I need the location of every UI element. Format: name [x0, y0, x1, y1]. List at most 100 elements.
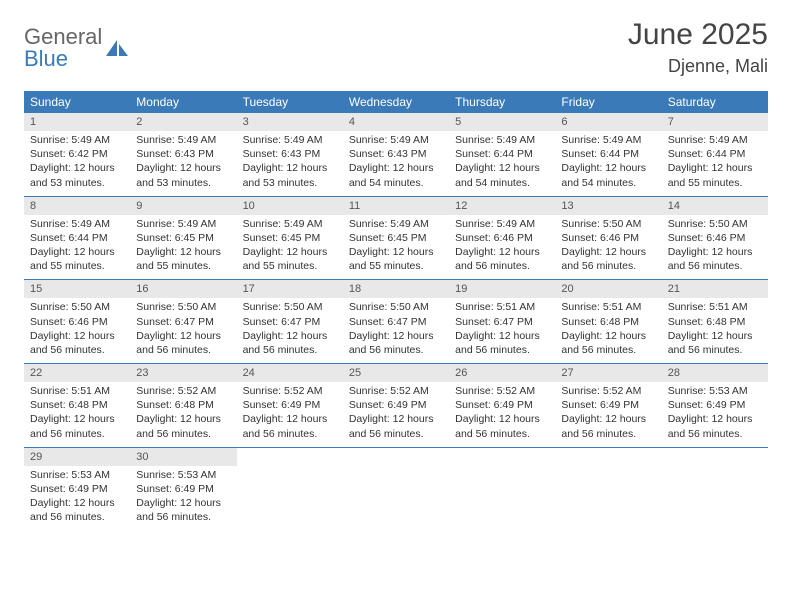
daylight-text: Daylight: 12 hours and 54 minutes.	[455, 161, 549, 189]
daylight-text: Daylight: 12 hours and 56 minutes.	[136, 496, 230, 524]
sunset-text: Sunset: 6:46 PM	[30, 315, 124, 329]
sunrise-text: Sunrise: 5:49 AM	[349, 217, 443, 231]
sunrise-text: Sunrise: 5:50 AM	[561, 217, 655, 231]
day-content: Sunrise: 5:50 AMSunset: 6:47 PMDaylight:…	[237, 300, 343, 357]
day-number: 13	[555, 197, 661, 215]
weeks-container: 1Sunrise: 5:49 AMSunset: 6:42 PMDaylight…	[24, 113, 768, 530]
sunset-text: Sunset: 6:46 PM	[561, 231, 655, 245]
daylight-text: Daylight: 12 hours and 56 minutes.	[30, 329, 124, 357]
day-cell	[662, 448, 768, 531]
day-cell: 30Sunrise: 5:53 AMSunset: 6:49 PMDayligh…	[130, 448, 236, 531]
day-number: 24	[237, 364, 343, 382]
sunrise-text: Sunrise: 5:49 AM	[30, 217, 124, 231]
sunset-text: Sunset: 6:48 PM	[30, 398, 124, 412]
sunrise-text: Sunrise: 5:52 AM	[349, 384, 443, 398]
sunset-text: Sunset: 6:44 PM	[30, 231, 124, 245]
day-content: Sunrise: 5:49 AMSunset: 6:44 PMDaylight:…	[662, 133, 768, 190]
sunrise-text: Sunrise: 5:50 AM	[30, 300, 124, 314]
sunset-text: Sunset: 6:47 PM	[349, 315, 443, 329]
daylight-text: Daylight: 12 hours and 55 minutes.	[349, 245, 443, 273]
day-cell: 27Sunrise: 5:52 AMSunset: 6:49 PMDayligh…	[555, 364, 661, 447]
day-number: 10	[237, 197, 343, 215]
day-number: 28	[662, 364, 768, 382]
day-number: 21	[662, 280, 768, 298]
day-number: 19	[449, 280, 555, 298]
day-content: Sunrise: 5:49 AMSunset: 6:45 PMDaylight:…	[130, 217, 236, 274]
day-headers-row: Sunday Monday Tuesday Wednesday Thursday…	[24, 91, 768, 113]
day-cell: 5Sunrise: 5:49 AMSunset: 6:44 PMDaylight…	[449, 113, 555, 196]
daylight-text: Daylight: 12 hours and 53 minutes.	[243, 161, 337, 189]
daylight-text: Daylight: 12 hours and 55 minutes.	[243, 245, 337, 273]
day-number: 18	[343, 280, 449, 298]
sunset-text: Sunset: 6:44 PM	[561, 147, 655, 161]
day-header-thursday: Thursday	[449, 91, 555, 113]
day-content: Sunrise: 5:51 AMSunset: 6:48 PMDaylight:…	[555, 300, 661, 357]
day-content: Sunrise: 5:50 AMSunset: 6:47 PMDaylight:…	[343, 300, 449, 357]
sunset-text: Sunset: 6:43 PM	[243, 147, 337, 161]
day-cell: 29Sunrise: 5:53 AMSunset: 6:49 PMDayligh…	[24, 448, 130, 531]
day-header-wednesday: Wednesday	[343, 91, 449, 113]
day-header-saturday: Saturday	[662, 91, 768, 113]
sunset-text: Sunset: 6:47 PM	[243, 315, 337, 329]
day-content: Sunrise: 5:49 AMSunset: 6:44 PMDaylight:…	[24, 217, 130, 274]
day-content: Sunrise: 5:52 AMSunset: 6:49 PMDaylight:…	[237, 384, 343, 441]
day-number: 29	[24, 448, 130, 466]
day-cell: 12Sunrise: 5:49 AMSunset: 6:46 PMDayligh…	[449, 197, 555, 280]
sunrise-text: Sunrise: 5:50 AM	[243, 300, 337, 314]
logo-text-top: General	[24, 26, 102, 48]
sunrise-text: Sunrise: 5:53 AM	[136, 468, 230, 482]
day-number: 15	[24, 280, 130, 298]
day-number: 23	[130, 364, 236, 382]
title-block: June 2025 Djenne, Mali	[628, 18, 768, 77]
sunset-text: Sunset: 6:46 PM	[668, 231, 762, 245]
sunrise-text: Sunrise: 5:52 AM	[243, 384, 337, 398]
day-number: 16	[130, 280, 236, 298]
day-number: 9	[130, 197, 236, 215]
daylight-text: Daylight: 12 hours and 56 minutes.	[455, 329, 549, 357]
day-cell: 25Sunrise: 5:52 AMSunset: 6:49 PMDayligh…	[343, 364, 449, 447]
daylight-text: Daylight: 12 hours and 56 minutes.	[349, 329, 443, 357]
day-content: Sunrise: 5:50 AMSunset: 6:47 PMDaylight:…	[130, 300, 236, 357]
day-content: Sunrise: 5:50 AMSunset: 6:46 PMDaylight:…	[555, 217, 661, 274]
sunrise-text: Sunrise: 5:49 AM	[455, 217, 549, 231]
day-content: Sunrise: 5:49 AMSunset: 6:44 PMDaylight:…	[555, 133, 661, 190]
day-content: Sunrise: 5:53 AMSunset: 6:49 PMDaylight:…	[662, 384, 768, 441]
day-content: Sunrise: 5:49 AMSunset: 6:42 PMDaylight:…	[24, 133, 130, 190]
day-content: Sunrise: 5:49 AMSunset: 6:45 PMDaylight:…	[343, 217, 449, 274]
sunrise-text: Sunrise: 5:49 AM	[136, 217, 230, 231]
daylight-text: Daylight: 12 hours and 56 minutes.	[243, 329, 337, 357]
week-row: 29 Sunrise: 5:53 AMSunset: 6:49 PMDayligh…	[24, 448, 768, 531]
daylight-text: Daylight: 12 hours and 56 minutes.	[561, 412, 655, 440]
day-number: 17	[237, 280, 343, 298]
logo: General Blue	[24, 18, 128, 70]
day-content: Sunrise: 5:51 AMSunset: 6:47 PMDaylight:…	[449, 300, 555, 357]
day-cell: 1Sunrise: 5:49 AMSunset: 6:42 PMDaylight…	[24, 113, 130, 196]
daylight-text: Daylight: 12 hours and 53 minutes.	[136, 161, 230, 189]
sunrise-text: Sunrise: 5:52 AM	[561, 384, 655, 398]
week-row: 15Sunrise: 5:50 AMSunset: 6:46 PMDayligh…	[24, 280, 768, 364]
day-content: Sunrise: 5:49 AMSunset: 6:43 PMDaylight:…	[237, 133, 343, 190]
daylight-text: Daylight: 12 hours and 55 minutes.	[136, 245, 230, 273]
day-number: 7	[662, 113, 768, 131]
day-cell: 6Sunrise: 5:49 AMSunset: 6:44 PMDaylight…	[555, 113, 661, 196]
sunset-text: Sunset: 6:49 PM	[136, 482, 230, 496]
day-number: 25	[343, 364, 449, 382]
day-cell: 24 Sunrise: 5:52 AMSunset: 6:49 PMDayligh…	[237, 364, 343, 447]
day-header-friday: Friday	[555, 91, 661, 113]
day-content: Sunrise: 5:52 AMSunset: 6:49 PMDaylight:…	[555, 384, 661, 441]
sunrise-text: Sunrise: 5:50 AM	[349, 300, 443, 314]
day-content: Sunrise: 5:52 AMSunset: 6:49 PMDaylight:…	[449, 384, 555, 441]
sunrise-text: Sunrise: 5:50 AM	[136, 300, 230, 314]
location: Djenne, Mali	[628, 56, 768, 77]
daylight-text: Daylight: 12 hours and 56 minutes.	[243, 412, 337, 440]
sunset-text: Sunset: 6:45 PM	[349, 231, 443, 245]
daylight-text: Daylight: 12 hours and 53 minutes.	[30, 161, 124, 189]
day-cell: 22Sunrise: 5:51 AMSunset: 6:48 PMDayligh…	[24, 364, 130, 447]
sunset-text: Sunset: 6:44 PM	[668, 147, 762, 161]
sunrise-text: Sunrise: 5:52 AM	[455, 384, 549, 398]
sunrise-text: Sunrise: 5:49 AM	[455, 133, 549, 147]
day-content: Sunrise: 5:49 AMSunset: 6:45 PMDaylight:…	[237, 217, 343, 274]
daylight-text: Daylight: 12 hours and 56 minutes.	[561, 329, 655, 357]
sail-icon	[106, 40, 128, 56]
day-cell: 13 Sunrise: 5:50 AMSunset: 6:46 PMDayligh…	[555, 197, 661, 280]
